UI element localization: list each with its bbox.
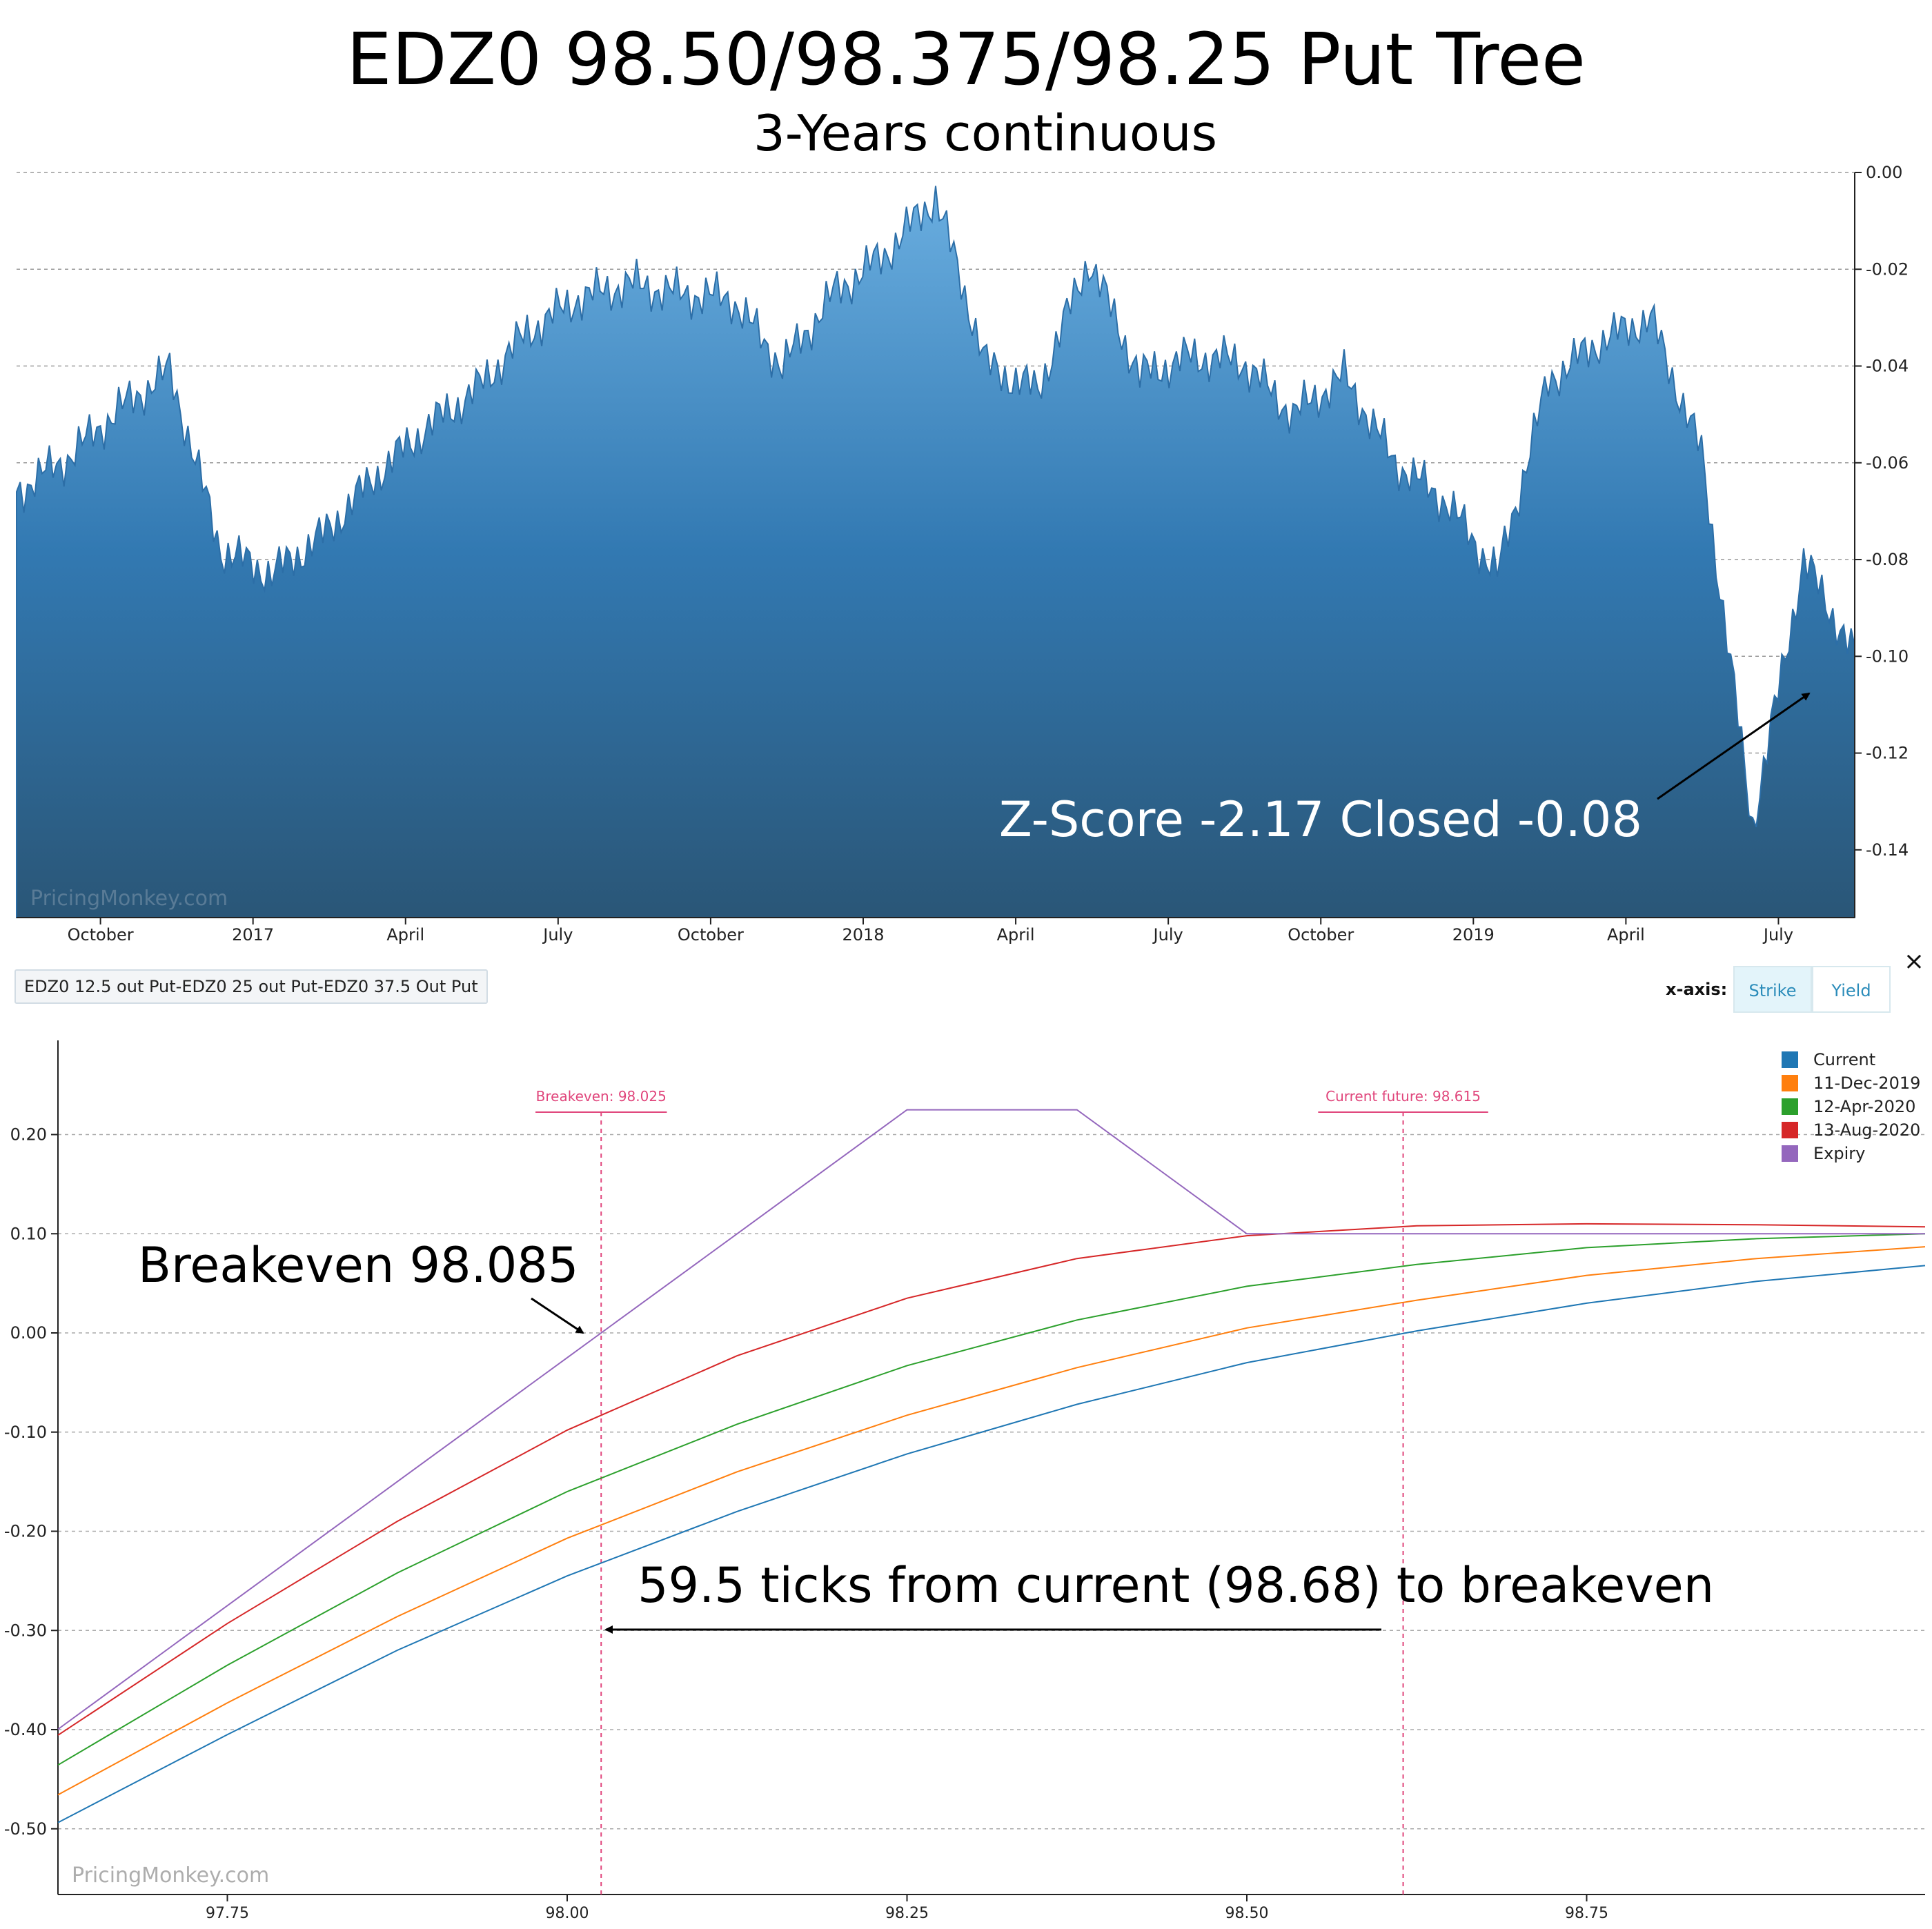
top-x-tick-label: April	[386, 925, 424, 944]
top-x-tick-label: April	[997, 925, 1035, 944]
top-y-tick-label: -0.12	[1866, 744, 1909, 763]
bottom-y-tick-label: -0.50	[4, 1819, 47, 1839]
series-line-13-aug-2020	[57, 1223, 1926, 1736]
legend-swatch	[1782, 1098, 1798, 1115]
top-x-tick-label: April	[1607, 925, 1645, 944]
top-y-tick-label: -0.02	[1866, 259, 1909, 279]
top-y-tick-label: -0.14	[1866, 840, 1909, 860]
chart-subtitle: 3-Years continuous	[753, 104, 1217, 162]
top-watermark: PricingMonkey.com	[30, 887, 228, 911]
top-x-tick-label: October	[678, 925, 744, 944]
x-axis-strike-button[interactable]: Strike	[1733, 966, 1812, 1013]
marker-label: Breakeven: 98.025	[536, 1088, 667, 1105]
bottom-series	[57, 1109, 1926, 1823]
legend-label: Expiry	[1813, 1144, 1865, 1163]
top-area-series	[16, 186, 1855, 918]
bottom-y-tick-label: -0.40	[4, 1720, 47, 1739]
bottom-watermark: PricingMonkey.com	[72, 1863, 269, 1888]
bottom-y-tick-label: -0.20	[4, 1522, 47, 1541]
top-y-tick-label: -0.04	[1866, 357, 1909, 376]
legend-label: 11-Dec-2019	[1813, 1074, 1920, 1093]
legend-swatch	[1782, 1075, 1798, 1091]
top-x-tick-label: 2017	[232, 925, 274, 944]
legend-swatch	[1782, 1051, 1798, 1068]
legend-label: 13-Aug-2020	[1813, 1120, 1920, 1140]
ticks-annotation: 59.5 ticks from current (98.68) to break…	[638, 1557, 1714, 1614]
series-line-current	[57, 1265, 1926, 1823]
x-axis-yield-button[interactable]: Yield	[1812, 966, 1891, 1013]
bottom-markers: Breakeven: 98.025 Current future: 98.615	[535, 1088, 1488, 1895]
close-icon[interactable]: ×	[1903, 947, 1925, 976]
top-y-tick-label: -0.06	[1866, 453, 1909, 473]
bottom-y-tick-label: 0.20	[10, 1125, 47, 1145]
breakeven-annotation: Breakeven 98.085	[138, 1237, 578, 1294]
bottom-y-tick-label: -0.10	[4, 1423, 47, 1442]
zscore-arrow	[1657, 692, 1811, 800]
x-axis-toggle-label: x-axis:	[1666, 980, 1728, 999]
top-x-tick-label: October	[1288, 925, 1354, 944]
top-y-tick-label: -0.08	[1866, 550, 1909, 569]
bottom-legend: Current 11-Dec-2019 12-Apr-2020 13-Aug-2020…	[1782, 1050, 1920, 1163]
top-y-ticks: 0.00 -0.02 -0.04 -0.06 -0.08 -0.10 -0.12 -0.14	[1855, 163, 1909, 860]
top-y-tick-label: -0.10	[1866, 646, 1909, 666]
marker-label: Current future: 98.615	[1325, 1088, 1481, 1105]
top-x-tick-label: July	[1152, 925, 1183, 944]
bottom-x-tick-label: 98.25	[885, 1905, 929, 1922]
top-x-tick-label: July	[1762, 925, 1793, 944]
legend-label: Current	[1813, 1050, 1875, 1069]
top-x-ticks: October 2017 April July October 2018 April July…	[68, 918, 1793, 944]
top-y-tick-label: 0.00	[1866, 163, 1902, 182]
bottom-y-tick-label: 0.10	[10, 1224, 47, 1243]
top-x-tick-label: 2018	[842, 925, 884, 944]
bottom-x-tick-label: 98.75	[1565, 1905, 1608, 1922]
bottom-y-tick-label: 0.00	[10, 1323, 47, 1343]
bottom-y-tick-label: -0.30	[4, 1621, 47, 1640]
series-line-expiry	[57, 1109, 1925, 1730]
legend-swatch	[1782, 1145, 1798, 1162]
legend-swatch	[1782, 1122, 1798, 1138]
legend-label: 12-Apr-2020	[1813, 1097, 1915, 1116]
series-label: EDZ0 12.5 out Put-EDZ0 25 out Put-EDZ0 3…	[14, 969, 488, 1004]
series-line-11-dec-2019	[57, 1246, 1926, 1796]
zscore-annotation: Z-Score -2.17 Closed -0.08	[999, 791, 1642, 848]
bottom-x-tick-label: 97.75	[206, 1905, 249, 1922]
series-line-12-apr-2020	[57, 1233, 1926, 1766]
top-x-tick-label: October	[68, 925, 134, 944]
top-x-tick-label: 2019	[1452, 925, 1495, 944]
top-x-tick-label: July	[542, 925, 573, 944]
bottom-x-ticks: 97.75 98.00 98.25 98.50 98.75	[206, 1895, 1608, 1922]
bottom-y-ticks: 0.20 0.10 0.00 -0.10 -0.20 -0.30 -0.40 -0.50	[4, 1125, 58, 1839]
chart-title: EDZ0 98.50/98.375/98.25 Put Tree	[346, 17, 1586, 101]
breakeven-arrow	[531, 1297, 584, 1334]
bottom-x-tick-label: 98.50	[1225, 1905, 1269, 1922]
bottom-x-tick-label: 98.00	[546, 1905, 589, 1922]
